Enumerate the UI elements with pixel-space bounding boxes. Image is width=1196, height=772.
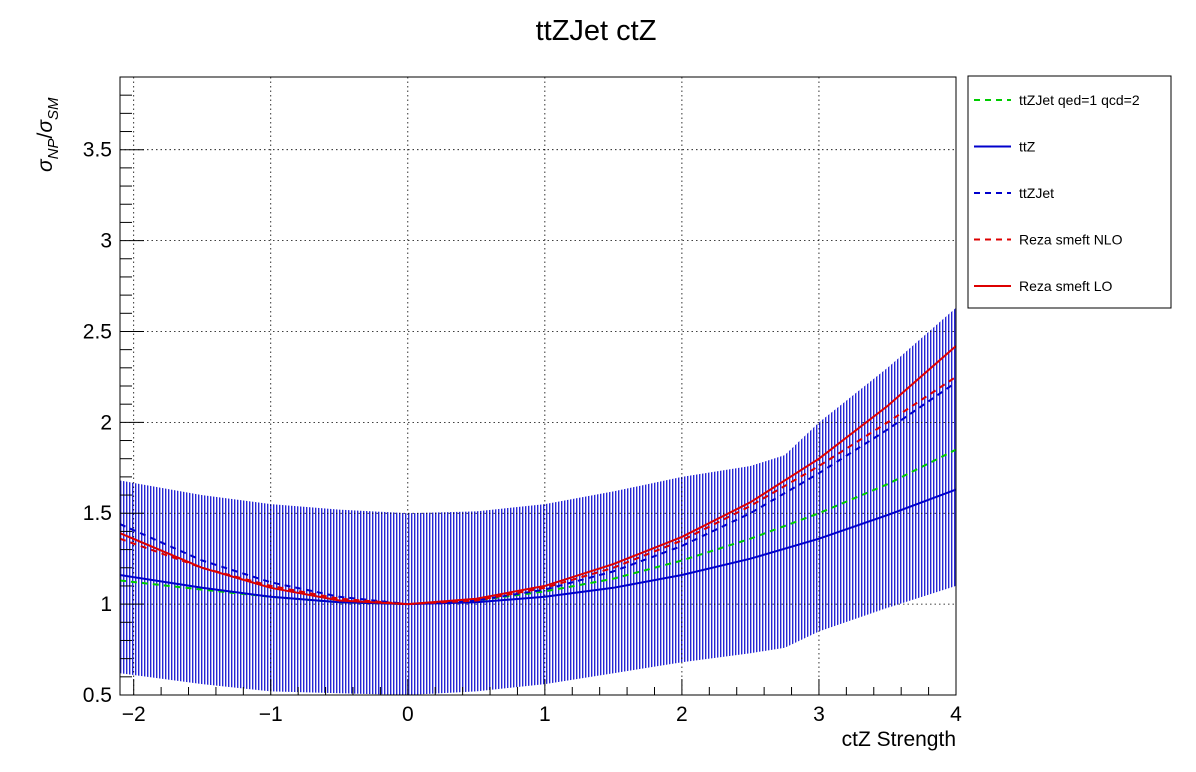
y-label-sigma-den: σ [34,119,57,133]
y-tick-label: 2.5 [83,320,112,343]
series-line [119,381,957,606]
x-tick-label: −2 [122,703,146,726]
legend-label: ttZJet qed=1 qcd=2 [1019,92,1140,108]
y-tick-labels: 0.5 1 1.5 2 2.5 3 3.5 [83,139,112,707]
y-tick-label: 3 [100,230,112,253]
y-axis-label: σNP/σSM [34,97,62,172]
y-tick-label: 0.5 [83,684,112,707]
y-label-sigma-num: σ [34,158,57,172]
y-tick-label: 1 [100,593,112,616]
series-lines [119,345,957,606]
legend-label: Reza smeft NLO [1019,232,1123,248]
series-line [119,376,957,606]
x-tick-label: 2 [676,703,688,726]
y-label-sub-num: NP [45,138,62,159]
series-line [119,488,957,606]
y-label-sep: / [34,132,57,138]
x-tick-label: 1 [539,703,551,726]
legend-label: ttZ [1019,139,1036,155]
legend-label: Reza smeft LO [1019,278,1112,294]
y-tick-label: 2 [100,411,112,434]
chart-title: ttZJet ctZ [536,15,657,47]
x-tick-label: 3 [813,703,825,726]
y-tick-label: 3.5 [83,139,112,162]
legend: ttZJet qed=1 qcd=2 ttZ ttZJet Reza smeft NL… [967,75,1172,309]
legend-label: ttZJet [1019,185,1054,201]
x-tick-label: 0 [402,703,414,726]
axis-ticks [120,76,957,696]
legend-items: ttZJet qed=1 qcd=2 ttZ ttZJet Reza smeft NL… [974,92,1140,294]
x-tick-label: 4 [950,703,962,726]
x-tick-label: −1 [259,703,283,726]
series-line [119,345,957,606]
x-axis-label: ctZ Strength [842,728,956,751]
y-label-sub-den: SM [45,97,62,120]
y-tick-label: 1.5 [83,502,112,525]
x-tick-labels: −2 −1 0 1 2 3 4 [122,703,962,726]
